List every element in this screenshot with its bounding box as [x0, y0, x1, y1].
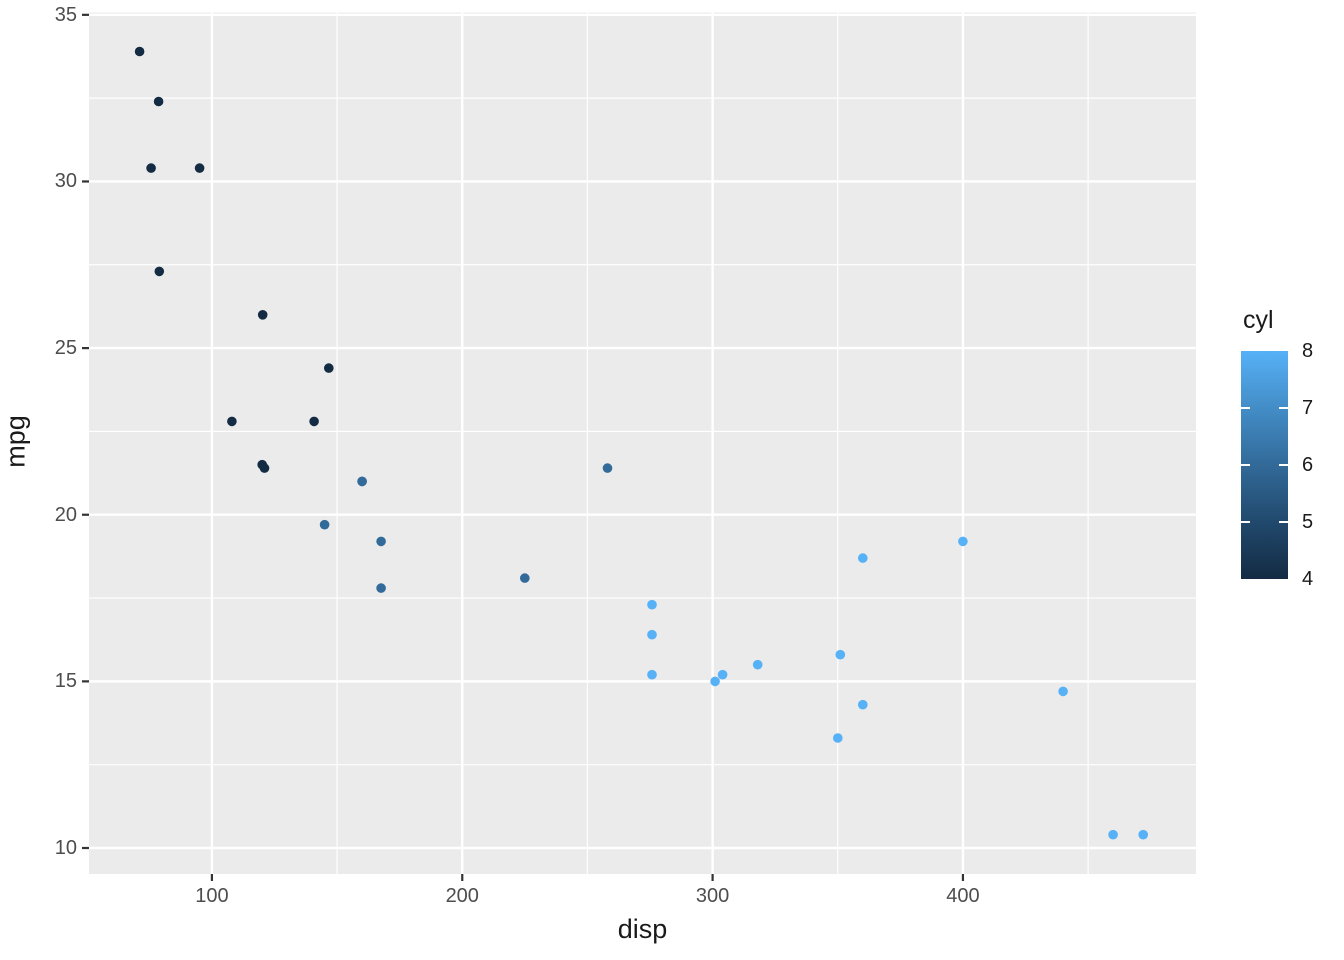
data-point-cyl-4: [257, 310, 268, 320]
data-point-cyl-8: [858, 553, 868, 563]
data-point-cyl-8: [710, 676, 720, 687]
colorbar-tick-mark: [1279, 521, 1288, 523]
legend-tick-label: 7: [1302, 397, 1314, 419]
x-tick-label: 200: [445, 885, 479, 907]
data-point-cyl-8: [647, 629, 657, 640]
data-point-cyl-4: [146, 163, 156, 173]
data-point-cyl-8: [958, 536, 968, 547]
data-point-cyl-8: [1108, 829, 1118, 840]
data-point-cyl-4: [227, 416, 237, 427]
y-tick-label: 35: [54, 3, 77, 26]
y-tick-label: 25: [54, 337, 77, 360]
data-point-cyl-8: [1138, 829, 1148, 840]
colorbar-tick-mark: [1241, 464, 1250, 466]
y-tick-label: 15: [54, 670, 77, 693]
data-point-cyl-8: [858, 699, 868, 710]
legend-tick-label: 6: [1302, 454, 1314, 476]
data-point-cyl-4: [194, 163, 205, 173]
plot-panel: [89, 12, 1196, 874]
colorbar-tick-mark: [1241, 521, 1250, 523]
data-point-cyl-8: [1058, 686, 1068, 697]
data-point-cyl-4: [153, 96, 164, 107]
data-point-cyl-8: [752, 659, 763, 670]
data-point-cyl-4: [259, 463, 270, 473]
y-axis-title: mpg: [0, 415, 31, 468]
legend-tick-label: 8: [1302, 340, 1314, 362]
legend-tick-label: 5: [1302, 511, 1314, 533]
colorbar-tick-mark: [1241, 407, 1250, 409]
data-point-cyl-8: [833, 733, 843, 743]
data-point-cyl-6: [602, 463, 613, 473]
data-point-cyl-6: [376, 536, 386, 547]
y-tick-label: 10: [54, 837, 77, 859]
y-tick-label: 30: [54, 170, 77, 193]
legend-tick-label: 4: [1302, 568, 1314, 590]
data-point-cyl-6: [376, 583, 386, 593]
data-point-cyl-4: [134, 46, 145, 57]
data-point-cyl-8: [835, 649, 846, 660]
data-point-cyl-4: [154, 266, 165, 277]
data-point-cyl-4: [324, 363, 334, 373]
data-point-cyl-6: [357, 476, 367, 487]
x-axis-title: disp: [617, 914, 668, 944]
colorbar-tick-mark: [1279, 407, 1288, 409]
x-tick-label: 400: [946, 885, 980, 907]
data-point-cyl-8: [717, 669, 728, 680]
data-point-cyl-4: [309, 416, 319, 427]
x-tick-label: 300: [695, 885, 730, 907]
data-point-cyl-6: [520, 573, 530, 583]
x-tick-label: 100: [195, 885, 229, 907]
y-tick-label: 20: [54, 503, 77, 526]
data-point-cyl-6: [319, 519, 330, 530]
data-point-cyl-8: [647, 669, 657, 680]
data-point-cyl-8: [647, 599, 657, 610]
legend-title: cyl: [1243, 306, 1274, 334]
colorbar-tick-mark: [1279, 464, 1288, 466]
